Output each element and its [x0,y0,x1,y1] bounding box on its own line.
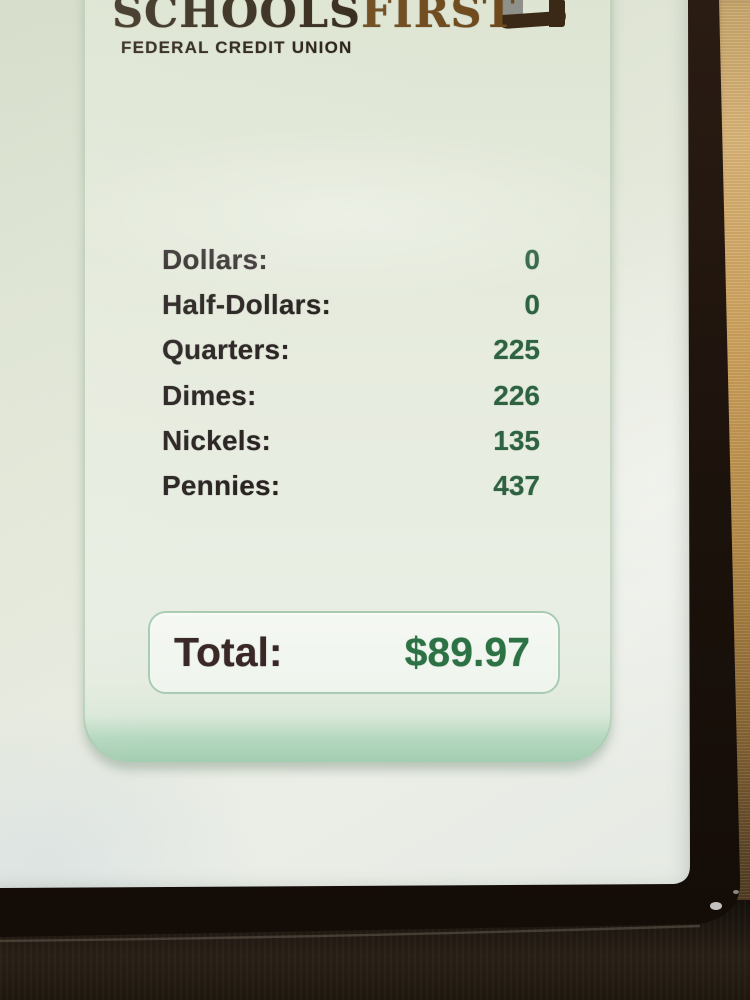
brand-name-primary: SCHOOLS [112,0,362,38]
coin-value: 0 [524,243,540,275]
coin-row-half-dollars: Half-Dollars: 0 [162,282,540,327]
coin-row-nickels: Nickels: 135 [162,418,540,463]
coin-row-dollars: Dollars: 0 [162,237,540,282]
coin-row-pennies: Pennies: 437 [162,463,540,508]
total-value: $89.97 [404,629,530,675]
brand-name: SCHOOLSFIRST [112,0,516,35]
total-box: Total: $89.97 [148,611,560,694]
kiosk-screen: SCHOOLSFIRST FEDERAL CREDIT UNION Dollar… [0,0,695,893]
total-label: Total: [174,629,283,675]
coin-value: 0 [524,288,540,320]
coin-label: Half-Dollars: [162,288,332,320]
coin-label: Quarters: [162,334,290,366]
coin-row-dimes: Dimes: 226 [162,373,540,418]
coin-row-quarters: Quarters: 225 [162,328,540,373]
brand-tagline: FEDERAL CREDIT UNION [121,38,353,57]
coin-label: Dollars: [162,243,268,275]
coin-value: 225 [493,334,540,366]
coin-label: Dimes: [162,379,257,411]
counter-surface-right [712,0,750,1000]
coin-value: 135 [493,424,540,456]
coin-count-list: Dollars: 0 Half-Dollars: 0 Quarters: 225… [162,237,540,509]
coin-value: 437 [493,470,540,502]
coin-label: Pennies: [162,470,281,502]
coin-value: 226 [493,379,540,411]
counter-surface-bottom [0,900,750,1000]
brand-logo: SCHOOLSFIRST FEDERAL CREDIT UNION [112,0,516,58]
brand-name-secondary: FIRST [361,0,516,38]
coin-label: Nickels: [162,424,271,456]
